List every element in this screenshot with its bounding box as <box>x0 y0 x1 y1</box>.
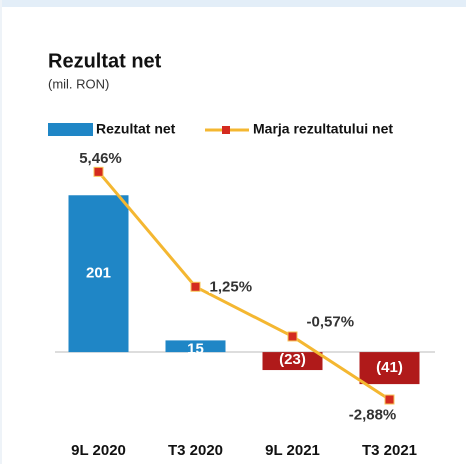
legend-label: Marja rezultatului net <box>253 121 393 137</box>
bar <box>262 352 323 371</box>
line-marker <box>190 281 201 292</box>
bar-value-label: (23) <box>279 351 306 368</box>
line <box>97 170 391 401</box>
bar <box>68 195 129 353</box>
bar-value-label: (41) <box>376 359 403 376</box>
x-tick-label: 9L 2020 <box>71 442 126 459</box>
x-tick-label: T3 2020 <box>168 442 223 459</box>
chart-subtitle: (mil. RON) <box>48 76 109 91</box>
chart-title: Rezultat net <box>48 50 162 72</box>
bar-value-label: 201 <box>86 265 111 282</box>
x-tick-label: 9L 2021 <box>265 442 320 459</box>
line-value-label: -0,57% <box>307 313 355 330</box>
line-marker <box>287 331 298 342</box>
line-value-label: 5,46% <box>79 150 122 167</box>
bar <box>359 352 420 385</box>
top-strip <box>0 0 466 7</box>
legend-swatch <box>48 123 93 136</box>
bar <box>165 340 226 353</box>
legend-marker <box>222 126 230 134</box>
left-border <box>0 0 2 464</box>
line-value-label: 1,25% <box>210 279 253 296</box>
line-marker <box>384 394 395 405</box>
line-value-label: -2,88% <box>349 406 397 423</box>
line-marker <box>93 166 104 177</box>
x-tick-label: T3 2021 <box>362 442 417 459</box>
bar-value-label: 15 <box>187 340 204 357</box>
legend-label: Rezultat net <box>96 121 176 137</box>
